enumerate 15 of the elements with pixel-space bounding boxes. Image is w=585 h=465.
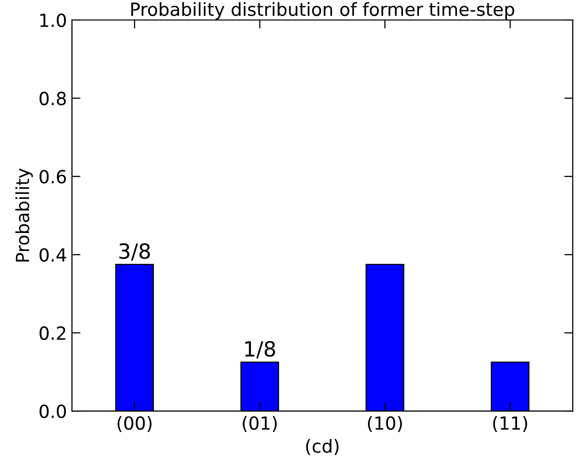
y-tick-label: 0.0 bbox=[40, 404, 66, 418]
x-tick-label: (01) bbox=[242, 416, 277, 432]
x-tick-label: (10) bbox=[368, 416, 402, 432]
data-label: 3/8 bbox=[119, 243, 150, 261]
x-tick-label: (11) bbox=[493, 416, 528, 432]
y-tick-label: 1.0 bbox=[40, 13, 66, 28]
y-tick-label: 0.2 bbox=[40, 326, 66, 340]
x-axis-title: (cd) bbox=[306, 438, 339, 456]
y-axis-title: Probability bbox=[15, 168, 33, 262]
data-label: 1/8 bbox=[245, 340, 276, 358]
y-tick-label: 0.8 bbox=[40, 92, 66, 106]
x-tick-label: (00) bbox=[118, 416, 152, 432]
chart-title: Probability distribution of former time-step bbox=[131, 2, 514, 20]
y-tick-label: 0.6 bbox=[40, 170, 66, 184]
y-tick-label: 0.4 bbox=[40, 248, 66, 262]
